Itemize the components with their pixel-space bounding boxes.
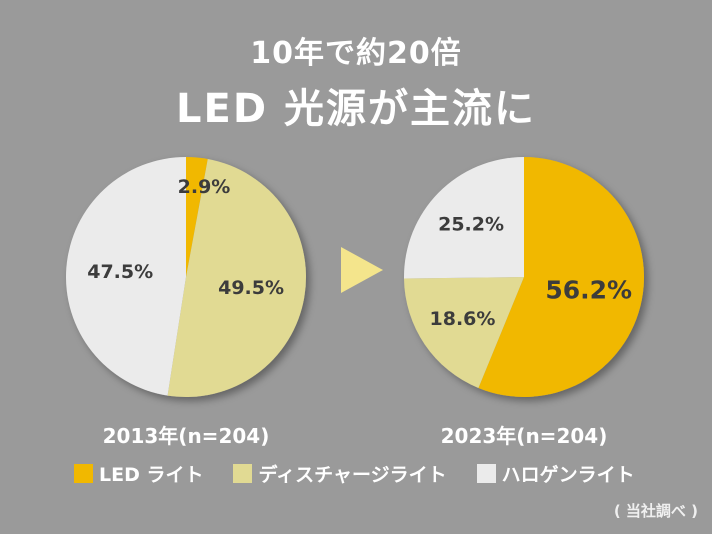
pie-labels-2023: 56.2% 18.6% 25.2% <box>430 214 633 330</box>
pie-slice-led <box>478 157 644 397</box>
legend-swatch-discharge <box>233 464 253 483</box>
legend-item-discharge: ディスチャージライト <box>233 460 447 487</box>
title-line-1: 10年で約20倍 <box>250 36 462 71</box>
pie-slice-halogen <box>404 157 524 279</box>
pie-slice-discharge <box>167 158 307 398</box>
year-label-2023: 2023年(n=204) <box>440 424 608 448</box>
right-arrow-icon <box>341 247 383 293</box>
pie-label-discharge: 49.5% <box>218 277 284 299</box>
legend-label-led: LED ライト <box>99 464 204 486</box>
source-note: ( 当社調べ ) <box>613 502 698 520</box>
legend-swatch-led <box>74 464 93 483</box>
pie-label-halogen: 47.5% <box>87 261 153 283</box>
legend-swatch-halogen <box>476 464 496 483</box>
legend-label-discharge: ディスチャージライト <box>258 464 447 486</box>
pie-chart-2023 <box>404 157 644 397</box>
year-label-2013: 2013年(n=204) <box>102 424 270 448</box>
title-line-2: LED 光源が主流に <box>176 86 536 132</box>
legend-item-halogen: ハロゲンライト <box>476 460 635 487</box>
pie-label-discharge: 18.6% <box>430 308 496 330</box>
legend-item-led: LED ライト <box>74 460 203 487</box>
pie-label-halogen: 25.2% <box>438 214 504 236</box>
legend-label-halogen: ハロゲンライト <box>501 464 635 486</box>
pie-chart-2013 <box>65 157 307 398</box>
legend: LED ライト ディスチャージライト ハロゲンライト <box>74 460 665 487</box>
pie-label-led: 56.2% <box>545 275 632 304</box>
pie-slice-discharge <box>404 277 524 389</box>
pie-label-led: 2.9% <box>178 176 231 198</box>
pie-labels-2013: 2.9% 49.5% 47.5% <box>87 176 284 299</box>
pie-slice-halogen <box>65 157 186 396</box>
pie-slice-led <box>186 157 208 277</box>
